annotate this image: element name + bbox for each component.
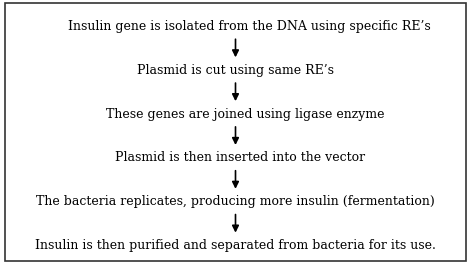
FancyBboxPatch shape bbox=[5, 3, 466, 261]
Text: Plasmid is cut using same RE’s: Plasmid is cut using same RE’s bbox=[137, 64, 334, 77]
Text: These genes are joined using ligase enzyme: These genes are joined using ligase enzy… bbox=[106, 107, 384, 121]
Text: Insulin gene is isolated from the DNA using specific RE’s: Insulin gene is isolated from the DNA us… bbox=[68, 20, 431, 33]
Text: Plasmid is then inserted into the vector: Plasmid is then inserted into the vector bbox=[115, 151, 365, 164]
Text: Insulin is then purified and separated from bacteria for its use.: Insulin is then purified and separated f… bbox=[35, 239, 436, 252]
Text: The bacteria replicates, producing more insulin (fermentation): The bacteria replicates, producing more … bbox=[36, 195, 435, 208]
